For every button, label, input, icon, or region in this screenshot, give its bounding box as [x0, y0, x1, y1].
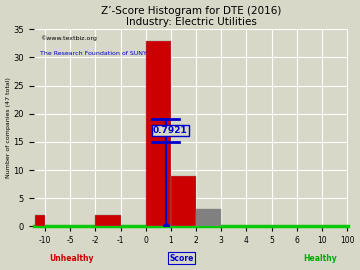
Title: Z’-Score Histogram for DTE (2016)
Industry: Electric Utilities: Z’-Score Histogram for DTE (2016) Indust… [101, 6, 281, 27]
Text: Score: Score [169, 254, 194, 263]
Text: Unhealthy: Unhealthy [49, 254, 94, 263]
Bar [95, 215, 121, 226]
Bar [171, 176, 196, 226]
Bar [146, 40, 171, 226]
Text: Healthy: Healthy [303, 254, 337, 263]
Y-axis label: Number of companies (47 total): Number of companies (47 total) [5, 77, 10, 178]
Text: 0.7921: 0.7921 [153, 126, 188, 135]
Text: ©www.textbiz.org: ©www.textbiz.org [40, 35, 97, 41]
Bar [196, 210, 221, 226]
Text: The Research Foundation of SUNY: The Research Foundation of SUNY [40, 51, 147, 56]
Bar [35, 215, 45, 226]
